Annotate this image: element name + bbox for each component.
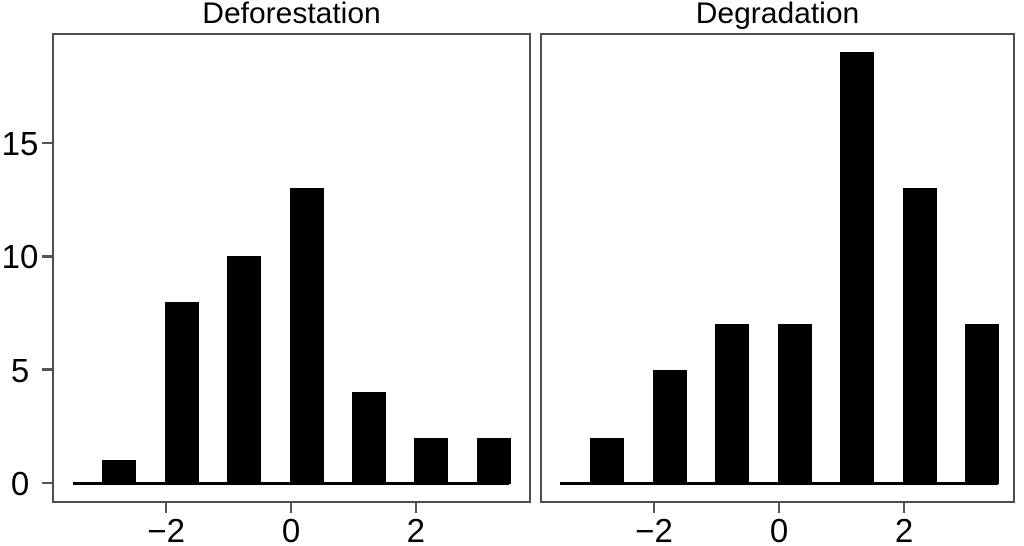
x-axis-tick-label: 0	[281, 512, 301, 546]
histogram-bar	[227, 256, 262, 485]
y-axis-tick-label: 0	[10, 465, 30, 502]
histogram-bar	[652, 369, 687, 485]
histogram-bar	[590, 437, 625, 485]
x-axis-tick-label: 2	[406, 512, 425, 546]
y-axis-tick	[42, 368, 52, 371]
x-axis-tick	[652, 503, 656, 513]
x-axis-tick	[164, 503, 168, 513]
y-axis-tick-label: 15	[1, 124, 39, 162]
y-axis-tick-label: 5	[10, 351, 30, 389]
histogram-bar	[902, 188, 937, 485]
histogram-bar	[164, 301, 199, 485]
y-axis-tick	[42, 481, 52, 485]
histogram-bar	[352, 392, 386, 485]
x-axis-tick	[777, 503, 781, 513]
y-axis-tick	[42, 141, 52, 145]
plot-panel-deforestation	[52, 33, 531, 503]
x-axis-tick-label: −2	[635, 512, 673, 546]
y-axis-tick	[42, 255, 52, 258]
plot-panel-degradation	[540, 33, 1015, 503]
histogram-bar	[102, 460, 137, 485]
x-axis-tick-label: 0	[769, 512, 789, 546]
histogram-bar	[840, 52, 875, 485]
histogram-bar	[777, 324, 812, 485]
x-axis-tick-label: −2	[147, 512, 185, 546]
histogram-bar	[476, 437, 511, 485]
y-axis-tick-label: 10	[1, 238, 39, 276]
histogram-bar	[289, 188, 324, 485]
histogram-bar	[414, 437, 449, 485]
x-axis-tick	[414, 503, 418, 513]
x-axis-tick	[289, 503, 293, 513]
chart-title-deforestation: Deforestation	[202, 0, 381, 30]
x-axis-tick-label: 2	[894, 512, 914, 546]
histogram-bar	[715, 324, 750, 485]
x-axis-tick	[902, 503, 906, 513]
chart-title-degradation: Degradation	[695, 0, 860, 30]
histogram-bar	[965, 324, 1000, 485]
